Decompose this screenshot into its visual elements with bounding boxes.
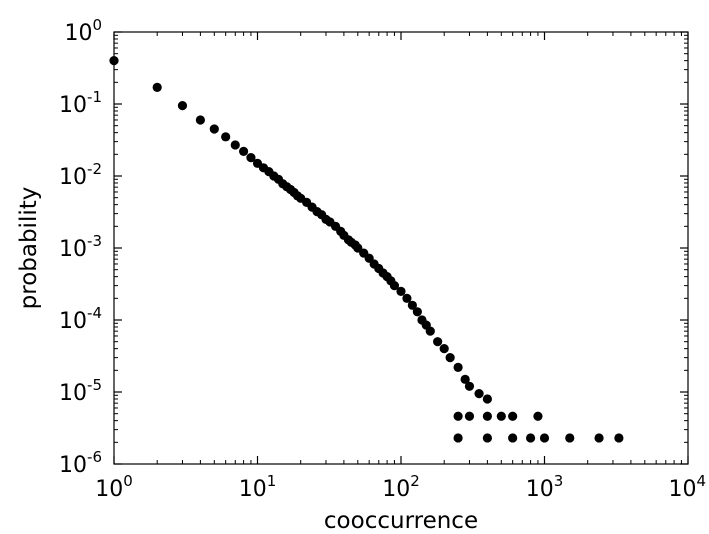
data-point [445, 353, 455, 363]
data-point [109, 56, 119, 66]
y-axis-label: probability [16, 187, 42, 310]
data-point [594, 433, 604, 443]
x-tick-label: 104 [668, 472, 706, 502]
data-point [460, 374, 470, 384]
data-point [230, 140, 240, 150]
y-tick-label: 10-3 [59, 232, 102, 262]
x-tick-label: 102 [382, 472, 420, 502]
data-point [238, 146, 249, 156]
data-point [221, 132, 231, 142]
plot-area [113, 31, 689, 465]
data-point [396, 286, 406, 296]
y-tick-label: 10-4 [59, 304, 102, 334]
y-tick-label: 10-2 [59, 160, 102, 190]
data-point [433, 337, 443, 347]
data-point [152, 82, 162, 93]
data-point [508, 433, 518, 443]
y-tick-label: 100 [64, 16, 102, 46]
y-tick-label: 10-1 [59, 88, 102, 118]
data-point [496, 411, 506, 421]
data-point [412, 307, 422, 317]
data-point [439, 344, 449, 354]
x-axis-label: cooccurrence [324, 508, 478, 534]
x-tick-label: 100 [95, 472, 133, 502]
data-point [246, 153, 256, 163]
data-point [195, 115, 205, 125]
data-point [453, 362, 463, 372]
data-point [389, 281, 400, 291]
points-layer [109, 56, 624, 443]
data-point [565, 433, 575, 443]
data-point [482, 433, 492, 443]
data-point [508, 411, 518, 421]
data-point [425, 326, 435, 336]
data-point [525, 433, 536, 443]
data-point [407, 300, 417, 310]
data-point [539, 433, 550, 443]
data-point [209, 124, 219, 134]
data-point [402, 293, 412, 303]
data-point [453, 433, 463, 443]
x-tick-label: 101 [239, 472, 277, 502]
data-point [482, 394, 492, 404]
data-point [453, 411, 463, 421]
data-point [474, 389, 484, 399]
data-point [464, 411, 475, 421]
data-point [614, 433, 624, 443]
data-point [482, 411, 492, 421]
y-tick-label: 10-5 [59, 376, 102, 406]
y-tick-label: 10-6 [59, 448, 102, 478]
ticks-layer: 100 101 102 103 104 100 10-1 10-2 10-3 10-4 10-5 10… [59, 16, 706, 502]
x-tick-label: 103 [526, 472, 564, 502]
data-point [464, 381, 475, 391]
data-point [177, 101, 188, 111]
data-point [533, 411, 543, 421]
